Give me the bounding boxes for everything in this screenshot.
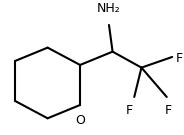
- Text: F: F: [176, 52, 183, 65]
- Text: O: O: [75, 114, 85, 127]
- Text: NH₂: NH₂: [97, 2, 121, 16]
- Text: F: F: [125, 104, 132, 117]
- Text: F: F: [165, 104, 172, 117]
